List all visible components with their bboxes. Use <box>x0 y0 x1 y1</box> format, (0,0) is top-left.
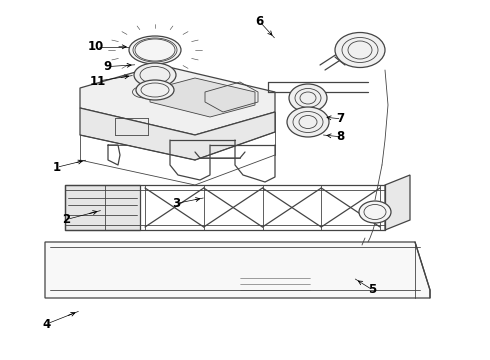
Ellipse shape <box>287 107 329 137</box>
Text: 4: 4 <box>43 318 50 330</box>
Polygon shape <box>385 175 410 230</box>
Ellipse shape <box>335 32 385 68</box>
Ellipse shape <box>134 63 176 87</box>
Text: 7: 7 <box>337 112 344 125</box>
Text: 1: 1 <box>52 161 60 174</box>
Text: 8: 8 <box>337 130 344 143</box>
Polygon shape <box>45 242 430 298</box>
Polygon shape <box>150 78 255 117</box>
Text: 6: 6 <box>256 15 264 28</box>
Ellipse shape <box>136 80 174 100</box>
Ellipse shape <box>289 84 327 112</box>
Bar <box>65 185 140 230</box>
Text: 2: 2 <box>62 213 70 226</box>
Text: 11: 11 <box>90 75 106 87</box>
Text: 9: 9 <box>104 60 112 73</box>
Polygon shape <box>80 108 275 160</box>
Text: 10: 10 <box>87 40 104 53</box>
Ellipse shape <box>359 201 391 223</box>
Text: 3: 3 <box>172 197 180 210</box>
Text: 5: 5 <box>368 283 376 296</box>
Polygon shape <box>80 65 275 135</box>
Ellipse shape <box>129 36 181 64</box>
